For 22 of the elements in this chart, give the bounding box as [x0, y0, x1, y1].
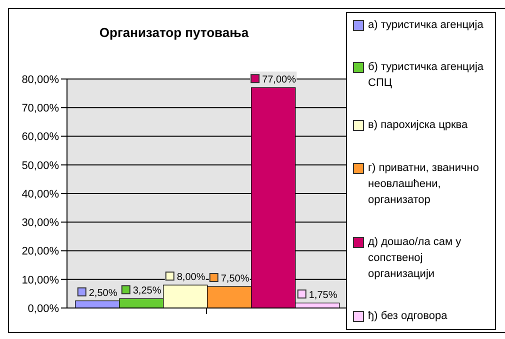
- data-label: 7,50%: [220, 274, 250, 285]
- chart-title: Организатор путовања: [98, 25, 250, 40]
- data-label: 2,50%: [88, 288, 118, 299]
- data-label: 8,00%: [176, 272, 206, 284]
- y-tick-label: 70,00%: [22, 102, 60, 115]
- y-tick-label: 20,00%: [22, 246, 60, 258]
- legend-label: в) парохијска црква: [368, 118, 468, 134]
- data-label: 1,75%: [308, 290, 338, 301]
- y-tick-label: 10,00%: [22, 274, 60, 286]
- y-tick-label: 60,00%: [22, 131, 60, 144]
- data-label: 77,00%: [262, 74, 296, 86]
- y-tick-label: 80,00%: [22, 74, 60, 86]
- legend-label: г) приватни, званично неовлашћени, организатор: [368, 160, 480, 208]
- y-tick-label: 30,00%: [22, 217, 60, 230]
- y-tick-label: 50,00%: [22, 160, 60, 172]
- legend-label: д) дошао/ла сам у сопственој организацији: [368, 235, 462, 282]
- legend-label: а) туристичка агенција: [368, 18, 484, 32]
- y-tick-label: 40,00%: [22, 188, 60, 200]
- data-label: 3,25%: [132, 286, 162, 297]
- y-tick-label: 0,00%: [28, 302, 60, 315]
- legend-label: б) туристичка агенција СПЦ: [368, 60, 485, 91]
- legend-label: ђ) без одговора: [368, 309, 448, 324]
